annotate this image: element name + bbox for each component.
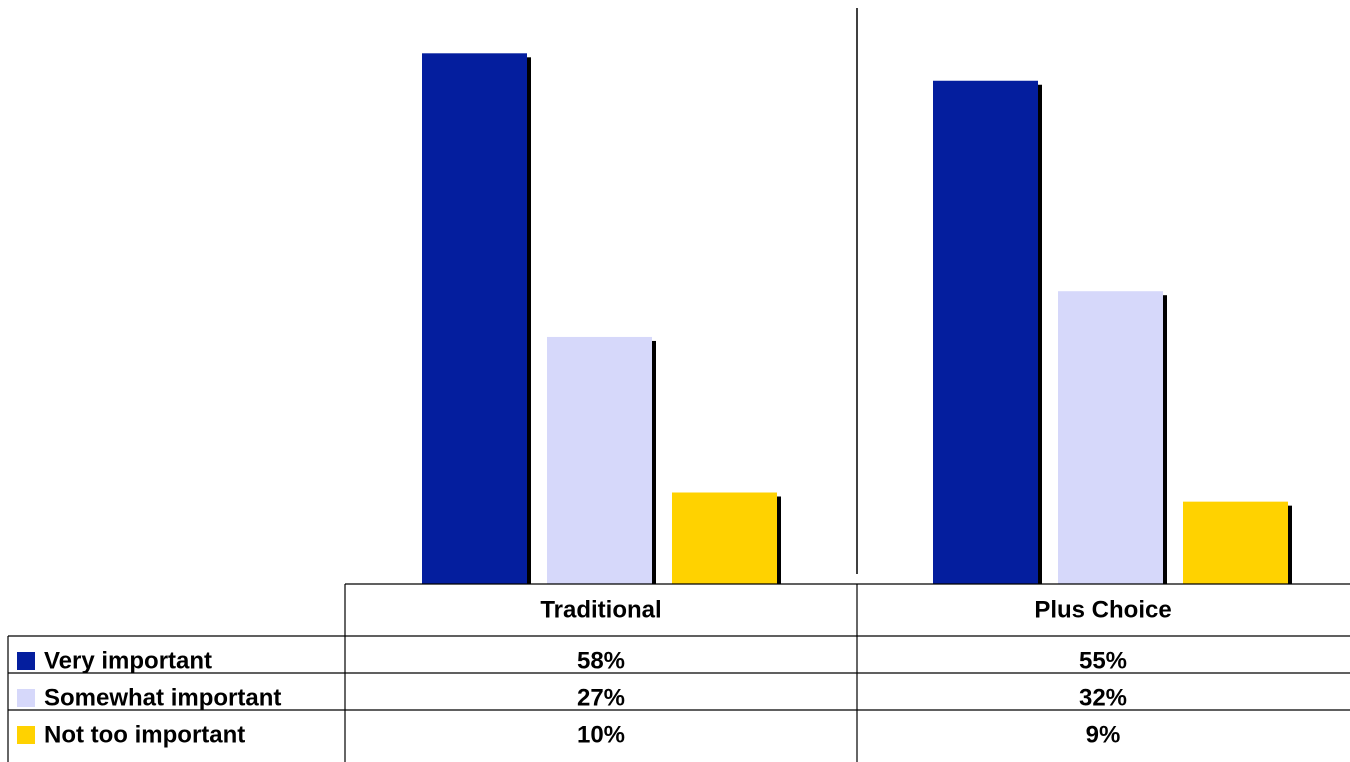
category-label: Plus Choice bbox=[1034, 597, 1171, 624]
bar-somewhat-important-traditional bbox=[547, 336, 652, 584]
bar-not-too-important-traditional bbox=[672, 492, 777, 584]
frame-layer bbox=[7, 8, 1350, 762]
bars-layer bbox=[422, 53, 1292, 585]
bar-very-important-traditional bbox=[422, 53, 527, 585]
legend-swatch bbox=[17, 652, 35, 670]
legend-label: Not too important bbox=[44, 722, 245, 749]
legend-label: Somewhat important bbox=[44, 685, 281, 712]
table-value-cell: 27% bbox=[577, 685, 625, 712]
table-value-cell: 32% bbox=[1079, 685, 1127, 712]
bar-not-too-important-plus-choice bbox=[1183, 501, 1288, 584]
category-label: Traditional bbox=[540, 597, 661, 624]
table-value-cell: 55% bbox=[1079, 648, 1127, 675]
bar-very-important-plus-choice bbox=[933, 80, 1038, 584]
bar-somewhat-important-plus-choice bbox=[1058, 291, 1163, 584]
table-value-cell: 10% bbox=[577, 722, 625, 749]
data-table: Traditional Plus Choice Very important 58% 5… bbox=[17, 597, 1172, 749]
table-value-cell: 58% bbox=[577, 648, 625, 675]
legend-label: Very important bbox=[44, 648, 212, 675]
table-value-cell: 9% bbox=[1086, 722, 1121, 749]
legend-swatch bbox=[17, 689, 35, 707]
legend-swatch bbox=[17, 726, 35, 744]
